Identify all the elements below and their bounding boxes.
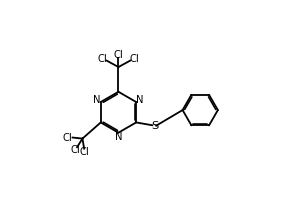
Text: Cl: Cl (80, 147, 89, 157)
Text: Cl: Cl (63, 133, 73, 143)
Text: Cl: Cl (97, 54, 107, 65)
Text: Cl: Cl (114, 50, 123, 60)
Text: N: N (136, 95, 144, 105)
Text: Cl: Cl (130, 54, 140, 65)
Text: N: N (93, 95, 101, 105)
Text: N: N (115, 132, 122, 142)
Text: Cl: Cl (70, 145, 80, 155)
Text: S: S (151, 121, 158, 131)
